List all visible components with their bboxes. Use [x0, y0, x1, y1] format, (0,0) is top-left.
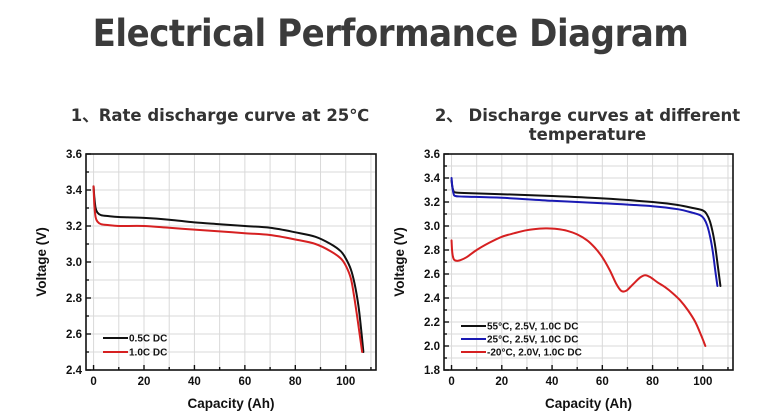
- series-group: [92, 185, 365, 353]
- chart-2-title-line-2: temperature: [528, 125, 647, 144]
- y-tick-label: 2.6: [424, 269, 440, 281]
- series-line-0-5c-dc: [92, 185, 365, 353]
- y-tick-label: 1.8: [424, 365, 441, 377]
- y-axis: 2.4 2.6 2.8 3.0 3.2 3.4 3.6: [66, 149, 91, 377]
- x-tick-label: 100: [693, 376, 712, 388]
- series-line-20-c-2-0v-1-0c-dc: [450, 227, 707, 347]
- y-tick-label: 3.0: [66, 257, 82, 269]
- page-title: Electrical Performance Diagram: [92, 12, 689, 55]
- series-line-55-c-2-5v-1-0c-dc: [450, 179, 722, 287]
- legend-label: 0.5C DC: [129, 334, 167, 345]
- grid: [86, 154, 376, 370]
- x-tick-label: 60: [596, 376, 609, 388]
- chart-2: 0 20 40 60 80 100 1.8 2.0 2.2 2.4 2.6 2.8 3.0 3.2 3.4 3…: [392, 149, 734, 411]
- x-axis: 0 20 40 60 80 100: [90, 365, 372, 388]
- y-tick-label: 2.2: [424, 317, 440, 329]
- x-tick-label: 20: [138, 376, 151, 388]
- x-tick-label: 0: [90, 376, 96, 388]
- x-axis-label: Capacity (Ah): [545, 396, 632, 411]
- y-tick-label: 3.4: [66, 185, 83, 197]
- grid: [444, 154, 733, 370]
- x-axis: 0 20 40 60 80 100: [448, 365, 729, 388]
- y-tick-label: 2.6: [66, 329, 82, 341]
- series-line-1-0c-dc: [92, 185, 364, 353]
- y-tick-label: 3.4: [424, 173, 441, 185]
- x-tick-label: 100: [336, 376, 355, 388]
- y-tick-label: 2.4: [424, 293, 441, 305]
- x-tick-label: 20: [495, 376, 508, 388]
- legend: 55°C, 2.5V, 1.0C DC 25°C, 2.5V, 1.0C DC -2…: [461, 322, 582, 359]
- x-tick-label: 80: [646, 376, 659, 388]
- legend: 0.5C DC 1.0C DC: [103, 334, 167, 359]
- x-tick-label: 40: [546, 376, 559, 388]
- chart-1-title: 1、Rate discharge curve at 25℃: [70, 106, 370, 125]
- y-tick-label: 3.6: [424, 149, 440, 161]
- chart-2-title: 2、 Discharge curves at different tempera…: [400, 106, 775, 144]
- chart-2-title-line-1: 2、 Discharge curves at different: [434, 106, 741, 125]
- x-tick-label: 0: [448, 376, 454, 388]
- x-tick-label: 60: [238, 376, 251, 388]
- y-tick-label: 3.2: [424, 197, 440, 209]
- series-group: [450, 177, 722, 347]
- x-tick-label: 40: [188, 376, 201, 388]
- legend-label: 1.0C DC: [129, 348, 167, 359]
- y-tick-label: 2.0: [424, 341, 440, 353]
- y-axis-label: Voltage (V): [34, 227, 49, 297]
- y-tick-label: 2.8: [66, 293, 83, 305]
- y-axis: 1.8 2.0 2.2 2.4 2.6 2.8 3.0 3.2 3.4 3.6: [424, 149, 449, 377]
- y-tick-label: 2.4: [66, 365, 83, 377]
- chart-1: 0 20 40 60 80 100 2.4 2.6 2.8 3.0 3.2 3.4 3.6 Capacit…: [34, 149, 377, 411]
- y-tick-label: 3.6: [66, 149, 82, 161]
- x-axis-label: Capacity (Ah): [187, 396, 274, 411]
- legend-label: 25°C, 2.5V, 1.0C DC: [487, 335, 578, 346]
- legend-label: 55°C, 2.5V, 1.0C DC: [487, 322, 578, 333]
- legend-label: -20°C, 2.0V, 1.0C DC: [487, 348, 582, 359]
- x-tick-label: 80: [289, 376, 302, 388]
- y-tick-label: 3.2: [66, 221, 82, 233]
- y-axis-label: Voltage (V): [392, 227, 407, 297]
- series-line-25-c-2-5v-1-0c-dc: [450, 177, 719, 287]
- y-tick-label: 3.0: [424, 221, 440, 233]
- y-tick-label: 2.8: [424, 245, 441, 257]
